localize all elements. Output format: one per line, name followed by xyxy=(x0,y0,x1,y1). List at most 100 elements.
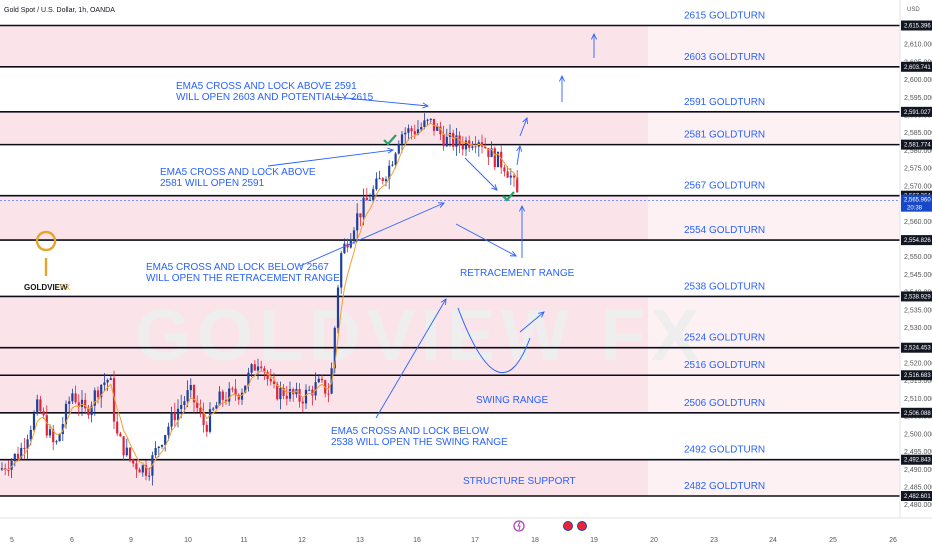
candle-body xyxy=(128,447,132,460)
candle-body xyxy=(64,403,68,425)
watermark: GOLDVIEW FX xyxy=(135,296,699,376)
level-price-tag xyxy=(901,491,932,501)
annotation-arrow xyxy=(334,96,429,107)
candle-body xyxy=(218,391,221,406)
chart-title: Gold Spot / U.S. Dollar, 1h, OANDA xyxy=(4,7,115,14)
x-tick-label: 24 xyxy=(769,537,777,544)
candle-body xyxy=(77,402,80,408)
candle-body xyxy=(509,175,512,178)
candle-body xyxy=(100,384,103,398)
candle-body xyxy=(26,439,29,449)
level-price-label: 2,603.741 xyxy=(904,65,931,71)
x-tick-label: 25 xyxy=(829,537,837,544)
candle-body xyxy=(308,389,311,391)
y-tick-label: 2,490.000 xyxy=(904,467,932,474)
y-tick-label: 2,530.000 xyxy=(904,325,932,332)
arrowhead xyxy=(509,250,517,257)
level-price-label: 2,615.396 xyxy=(904,24,931,30)
y-tick-label: 2,585.000 xyxy=(904,130,932,137)
level-price-label: 2,554.826 xyxy=(904,238,931,244)
level-label: 2538 GOLDTURN xyxy=(684,281,765,292)
arrowhead xyxy=(522,117,528,125)
candle-body xyxy=(496,151,500,168)
x-tick-label: 13 xyxy=(356,537,364,544)
candle-body xyxy=(410,128,413,132)
candle-body xyxy=(52,429,55,443)
level-price-tag xyxy=(901,20,932,31)
candle-body xyxy=(228,388,231,402)
candle-body xyxy=(269,378,272,382)
level-label: 2603 GOLDTURN xyxy=(684,52,765,63)
candle-body xyxy=(407,128,410,133)
candle-body xyxy=(253,364,256,371)
candle-body xyxy=(109,378,112,380)
candle-body xyxy=(125,447,128,456)
x-tick-label: 11 xyxy=(240,537,247,544)
arrowhead xyxy=(590,32,598,40)
candle-body xyxy=(164,435,167,446)
candle-body xyxy=(215,405,218,409)
candle-body xyxy=(461,144,464,150)
candle-body xyxy=(311,389,314,396)
candle-body xyxy=(90,405,93,416)
candle-body xyxy=(372,189,375,200)
y-tick-label: 2,515.000 xyxy=(904,378,932,385)
arrowhead xyxy=(558,74,566,82)
candle-body xyxy=(212,408,215,410)
level-label: 2554 GOLDTURN xyxy=(684,225,765,236)
level-label: 2567 GOLDTURN xyxy=(684,181,765,192)
candle-body xyxy=(84,399,87,409)
level-price-label: 2,538.929 xyxy=(904,294,931,300)
goldview-logo: GOLDVIEW FX xyxy=(24,230,71,292)
candle-body xyxy=(170,412,173,427)
candle-body xyxy=(45,415,48,436)
candle-body xyxy=(32,413,36,430)
candle-body xyxy=(471,146,474,148)
y-tick-label: 2,510.000 xyxy=(904,396,932,403)
annotation-text: EMA5 CROSS AND LOCK BELOW xyxy=(331,426,489,437)
candle-body xyxy=(36,399,39,414)
level-price-label: 2,581.774 xyxy=(904,143,931,149)
candle-body xyxy=(61,424,64,435)
annotation-text: WILL OPEN THE RETRACEMENT RANGE xyxy=(146,273,340,284)
candle-body xyxy=(256,366,260,371)
price-scale[interactable] xyxy=(900,0,932,518)
candle-body xyxy=(48,429,52,436)
candle-body xyxy=(362,197,365,218)
candle-body xyxy=(452,132,455,147)
annotation-text: 2581 WILL OPEN 2591 xyxy=(160,178,265,189)
level-label: 2581 GOLDTURN xyxy=(684,130,765,141)
candle-body xyxy=(135,463,138,470)
level-price-label: 2,506.088 xyxy=(904,411,931,417)
y-tick-label: 2,495.000 xyxy=(904,449,932,456)
candle-body xyxy=(205,424,208,432)
x-tick-label: 19 xyxy=(590,537,598,544)
candle-body xyxy=(132,459,135,464)
check-icon xyxy=(383,134,397,146)
candle-body xyxy=(384,179,388,181)
x-tick-label: 20 xyxy=(650,537,658,544)
candle-body xyxy=(320,378,324,381)
zone-band xyxy=(0,459,648,496)
levels-layer: 2615 GOLDTURN 2603 GOLDTURN 2591 GOLDTURN 2… xyxy=(0,11,900,497)
candle-body xyxy=(87,408,90,416)
currency-label: USD xyxy=(907,7,920,13)
candle-body xyxy=(276,383,279,400)
candle-body xyxy=(317,378,320,383)
arrowhead xyxy=(437,202,445,208)
candle-body xyxy=(221,391,224,400)
candle-body xyxy=(343,243,346,254)
zone-band-ext xyxy=(648,195,900,241)
level-price-tag xyxy=(901,407,932,418)
candle-body xyxy=(224,399,228,402)
candle-body xyxy=(500,151,503,168)
candle-body xyxy=(20,447,23,459)
annotation-text: EMA5 CROSS AND LOCK BELOW 2567 xyxy=(146,262,329,273)
candle-body xyxy=(74,393,77,403)
candle-body xyxy=(378,178,381,180)
candle-body xyxy=(189,385,192,391)
candle-body xyxy=(192,385,196,403)
annotation-text: EMA5 CROSS AND LOCK ABOVE 2591 xyxy=(176,81,357,92)
level-price-tag xyxy=(901,139,932,150)
